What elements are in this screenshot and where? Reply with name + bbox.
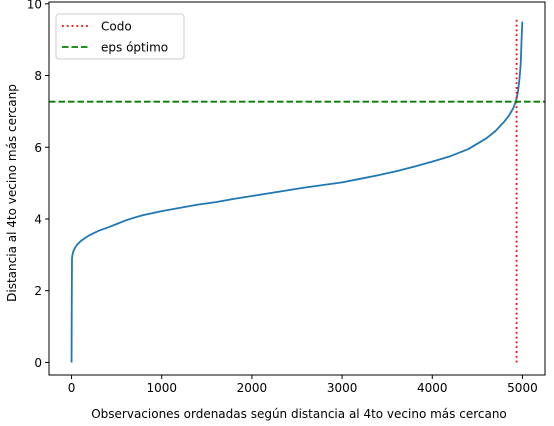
y-tick-label: 6 [34,141,42,155]
y-axis-label: Distancia al 4to vecino más cercanp [5,84,19,302]
legend-label-eps: eps óptimo [101,41,168,55]
x-tick-label: 2000 [237,381,268,395]
axes-frame [48,1,546,376]
y-tick-label: 4 [34,212,42,226]
y-tick-label: 10 [27,0,42,11]
legend-box [55,13,185,60]
x-tick-label: 3000 [327,381,358,395]
series-line-distance [70,21,524,363]
legend-label-codo: Codo [101,20,132,34]
x-axis-label: Observaciones ordenadas según distancia … [91,407,507,421]
y-tick-label: 0 [34,356,42,370]
x-tick-label: 1000 [146,381,177,395]
y-tick-label: 2 [34,284,42,298]
x-tick-label: 0 [68,381,76,395]
legend: Codo eps óptimo [55,13,185,60]
x-tick-label: 4000 [417,381,448,395]
axis-ticks: 0 1000 2000 3000 4000 5000 0 2 4 6 8 10 [27,0,538,395]
plot-area [48,1,546,376]
x-tick-label: 5000 [507,381,538,395]
y-tick-label: 8 [34,69,42,83]
